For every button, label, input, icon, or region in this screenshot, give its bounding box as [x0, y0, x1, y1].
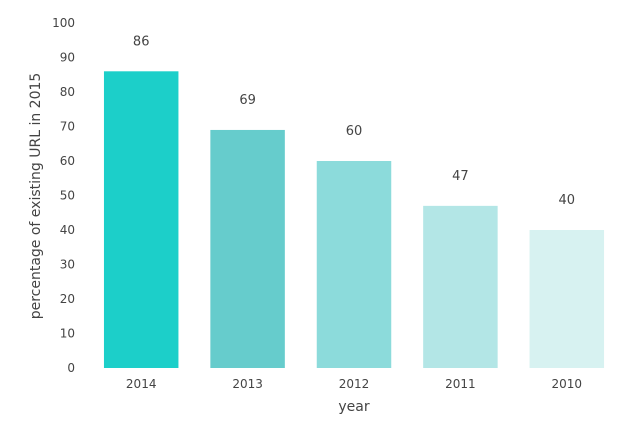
- data-label: 69: [239, 93, 256, 108]
- y-tick-label: 0: [67, 361, 75, 375]
- x-tick-label: 2013: [232, 377, 263, 391]
- y-tick-label: 90: [60, 51, 75, 65]
- x-axis-title: year: [338, 399, 369, 415]
- data-label: 60: [346, 124, 363, 139]
- y-tick-label: 20: [60, 292, 75, 306]
- x-tick-label: 2010: [552, 377, 583, 391]
- y-tick-label: 10: [60, 327, 75, 341]
- y-tick-label: 60: [60, 154, 75, 168]
- y-tick-label: 30: [60, 258, 75, 272]
- x-tick-label: 2012: [339, 377, 370, 391]
- data-label: 40: [559, 193, 576, 208]
- y-tick-label: 40: [60, 223, 75, 237]
- bar-2011: [423, 205, 498, 368]
- bar-2010: [529, 230, 605, 368]
- y-tick-label: 70: [60, 120, 75, 134]
- data-label: 47: [452, 169, 469, 184]
- y-tick-label: 50: [60, 189, 75, 203]
- bars: [103, 71, 605, 369]
- y-tick-label: 80: [60, 85, 75, 99]
- y-axis-ticks: 0 10 20 30 40 50 60 70 80 90 100: [52, 16, 75, 375]
- y-axis-title: percentage of existing URL in 2015: [28, 73, 44, 320]
- bar-2012: [316, 161, 392, 368]
- data-label: 86: [133, 34, 150, 49]
- x-tick-label: 2011: [445, 377, 476, 391]
- bar-2014: [103, 71, 179, 369]
- data-labels: 86 69 60 47 40: [133, 34, 575, 208]
- bar-2013: [210, 129, 285, 368]
- x-tick-label: 2014: [126, 377, 157, 391]
- y-tick-label: 100: [52, 16, 75, 30]
- x-axis-ticks: 2014 2013 2012 2011 2010: [126, 377, 582, 391]
